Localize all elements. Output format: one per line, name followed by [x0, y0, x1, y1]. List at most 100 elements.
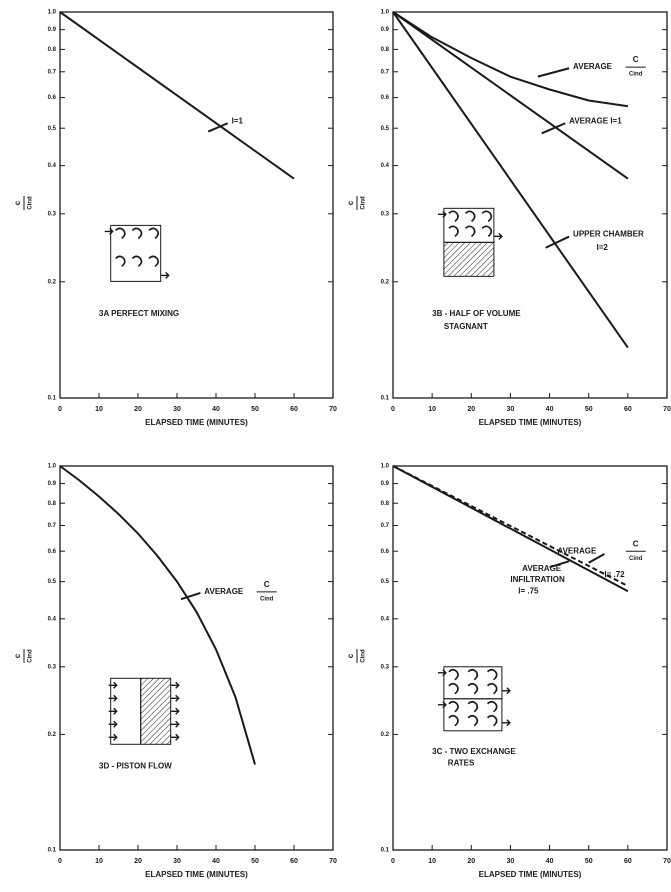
y-tick-label: 0.1	[48, 848, 57, 854]
y-tick-label: 0.4	[381, 616, 390, 622]
x-tick-label: 20	[467, 406, 475, 413]
y-tick-label: 0.2	[381, 732, 390, 738]
x-tick-label: 60	[290, 858, 298, 865]
background	[0, 0, 671, 892]
y-tick-label: 1.0	[381, 10, 390, 16]
y-axis-title-numerator: c	[346, 653, 355, 658]
x-tick-label: 20	[134, 858, 142, 865]
annotation: I= .72	[604, 570, 625, 579]
x-tick-label: 0	[58, 406, 62, 413]
y-tick-label: 0.1	[48, 396, 57, 402]
y-tick-label: 0.8	[48, 501, 57, 507]
x-tick-label: 0	[391, 858, 395, 865]
x-tick-label: 30	[507, 406, 515, 413]
inset-piston	[141, 678, 171, 744]
y-tick-label: 0.5	[381, 126, 390, 132]
y-axis-title-denominator: Cind	[28, 196, 34, 210]
y-axis-title-denominator: Cind	[28, 649, 34, 663]
annotation: I=1	[232, 117, 244, 126]
x-tick-label: 60	[624, 406, 632, 413]
y-tick-label: 0.6	[381, 549, 390, 555]
annotation: AVERAGE	[573, 62, 613, 71]
x-tick-label: 30	[173, 858, 181, 865]
y-axis-title-denominator: Cind	[361, 196, 367, 210]
y-tick-label: 0.6	[48, 549, 57, 555]
x-tick-label: 0	[391, 406, 395, 413]
y-tick-label: 0.9	[381, 481, 390, 487]
y-axis-title-numerator: c	[346, 200, 355, 205]
y-tick-label: 0.7	[381, 523, 390, 529]
x-axis-title: ELAPSED TIME (MINUTES)	[479, 870, 582, 879]
y-tick-label: 0.2	[48, 732, 57, 738]
x-tick-label: 10	[428, 858, 436, 865]
y-tick-label: 0.9	[48, 481, 57, 487]
y-tick-label: 1.0	[381, 464, 390, 470]
panel-label: 3B - HALF OF VOLUME	[432, 309, 521, 318]
y-tick-label: 0.4	[48, 163, 57, 169]
x-axis-title: ELAPSED TIME (MINUTES)	[145, 870, 248, 879]
annotation-denominator: Cind	[629, 556, 643, 562]
x-axis-title: ELAPSED TIME (MINUTES)	[479, 418, 582, 427]
y-tick-label: 0.1	[381, 396, 390, 402]
x-tick-label: 10	[428, 406, 436, 413]
annotation: AVERAGE I=1	[569, 117, 622, 126]
x-tick-label: 30	[507, 858, 515, 865]
y-axis-title-numerator: c	[13, 200, 22, 205]
y-tick-label: 0.3	[381, 664, 390, 670]
y-tick-label: 0.8	[48, 47, 57, 53]
y-tick-label: 0.4	[48, 616, 57, 622]
y-tick-label: 0.5	[381, 579, 390, 585]
inset-stagnant	[444, 242, 494, 276]
y-tick-label: 0.9	[48, 27, 57, 33]
panel-label: 3C - TWO EXCHANGE	[432, 747, 516, 756]
annotation-numerator: C	[264, 580, 270, 589]
annotation-denominator: Cind	[629, 72, 643, 78]
y-tick-label: 1.0	[48, 10, 57, 16]
annotation: AVERAGE	[557, 546, 597, 555]
panel-label: STAGNANT	[444, 322, 488, 331]
y-axis-title-numerator: c	[13, 653, 22, 658]
y-tick-label: 0.3	[48, 211, 57, 217]
figure: 0.1 0.2 0.3 0.4 0.5 0.6 0.7 0.8 0.9 1.0 0 10 20 30 40 5…	[0, 0, 671, 892]
y-tick-label: 0.2	[381, 279, 390, 285]
x-tick-label: 70	[329, 858, 337, 865]
x-tick-label: 20	[134, 406, 142, 413]
y-tick-label: 0.7	[48, 523, 57, 529]
annotation: UPPER CHAMBER	[573, 230, 644, 239]
x-tick-label: 50	[585, 406, 593, 413]
x-tick-label: 40	[212, 406, 220, 413]
y-tick-label: 0.5	[48, 126, 57, 132]
annotation-denominator: Cind	[260, 596, 274, 602]
annotation: INFILTRATION	[510, 575, 565, 584]
y-tick-label: 0.7	[381, 69, 390, 75]
y-tick-label: 0.2	[48, 279, 57, 285]
y-tick-label: 0.1	[381, 848, 390, 854]
y-tick-label: 0.8	[381, 47, 390, 53]
x-tick-label: 70	[329, 406, 337, 413]
x-tick-label: 40	[212, 858, 220, 865]
y-tick-label: 0.3	[48, 664, 57, 670]
x-tick-label: 50	[251, 406, 259, 413]
x-tick-label: 20	[467, 858, 475, 865]
y-tick-label: 0.3	[381, 211, 390, 217]
x-tick-label: 40	[546, 406, 554, 413]
panel-label: 3D - PISTON FLOW	[99, 762, 172, 771]
x-tick-label: 60	[290, 406, 298, 413]
x-tick-label: 30	[173, 406, 181, 413]
annotation: I= .75	[518, 586, 539, 595]
y-tick-label: 0.6	[48, 95, 57, 101]
x-tick-label: 10	[95, 858, 103, 865]
y-tick-label: 0.9	[381, 27, 390, 33]
y-tick-label: 0.5	[48, 579, 57, 585]
annotation: AVERAGE	[204, 587, 244, 596]
x-tick-label: 60	[624, 858, 632, 865]
annotation-numerator: C	[633, 55, 639, 64]
x-tick-label: 40	[546, 858, 554, 865]
x-tick-label: 70	[663, 406, 671, 413]
x-axis-title: ELAPSED TIME (MINUTES)	[145, 418, 248, 427]
panel-label: 3A PERFECT MIXING	[99, 309, 179, 318]
x-tick-label: 50	[251, 858, 259, 865]
annotation: I=2	[597, 243, 609, 252]
y-tick-label: 0.6	[381, 95, 390, 101]
panel-label: RATES	[448, 759, 475, 768]
